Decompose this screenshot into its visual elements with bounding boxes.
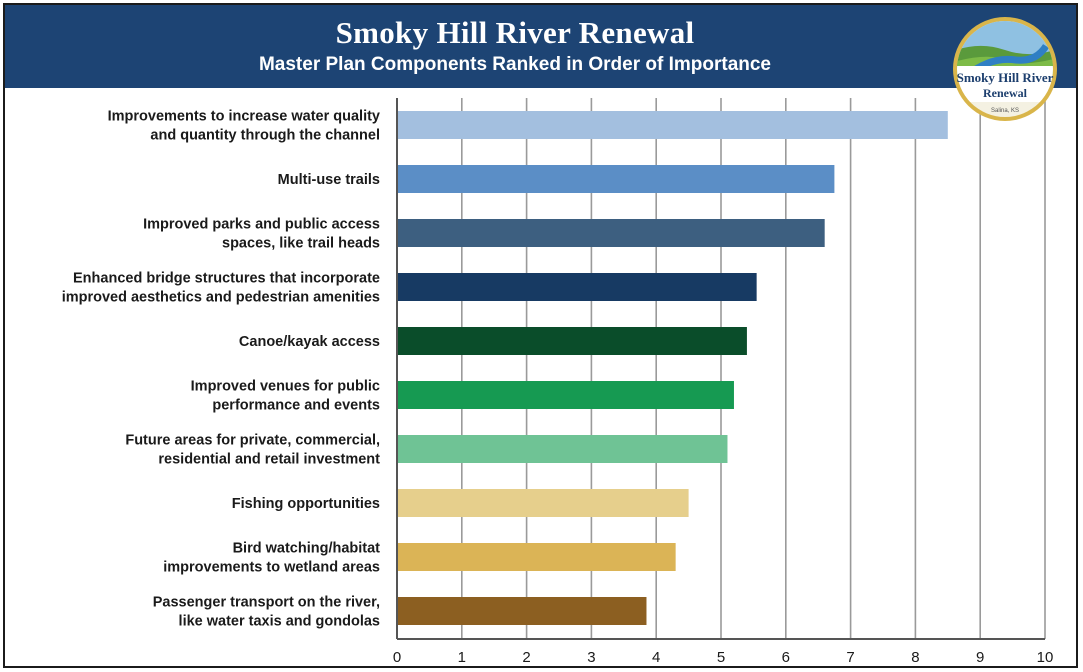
header-banner: Smoky Hill River Renewal Master Plan Com… [5,5,1076,88]
bar [397,165,835,193]
category-label: Improved venues for public [191,379,380,395]
bar [397,597,647,625]
x-tick-label: 3 [587,649,595,666]
logo-text-small: Salina, KS [991,108,1019,114]
x-tick-label: 5 [717,649,725,666]
category-label: Fishing opportunities [232,496,380,512]
bar [397,111,948,139]
category-label: Canoe/kayak access [239,334,380,350]
chart-title: Smoky Hill River Renewal [335,15,695,50]
x-tick-label: 0 [393,649,401,666]
category-label: Improved parks and public access [143,217,380,233]
category-label: performance and events [212,398,380,414]
logo-text-line1: Smoky Hill River [957,70,1054,85]
x-tick-label: 4 [652,649,660,666]
bar [397,543,676,571]
category-label: Passenger transport on the river, [153,595,380,611]
x-tick-label: 2 [522,649,530,666]
bar [397,273,757,301]
bar [397,327,747,355]
bar [397,381,734,409]
x-tick-label: 6 [782,649,790,666]
bar [397,219,825,247]
category-label: Multi-use trails [278,172,380,188]
category-label: and quantity through the channel [150,128,380,144]
category-label: Bird watching/habitat [233,541,381,557]
x-tick-label: 10 [1037,649,1054,666]
category-label: improvements to wetland areas [163,560,380,576]
x-tick-label: 7 [846,649,854,666]
bar [397,489,689,517]
x-tick-label: 9 [976,649,984,666]
logo-emblem-icon: Smoky Hill River Renewal Salina, KS [953,17,1057,121]
category-label: Future areas for private, commercial, [125,433,380,449]
category-label: spaces, like trail heads [222,236,380,252]
logo-text-line2: Renewal [983,86,1028,100]
category-label: Improvements to increase water quality [108,109,380,125]
chart-subtitle: Master Plan Components Ranked in Order o… [258,54,772,75]
category-label: improved aesthetics and pedestrian ameni… [62,290,380,306]
bar [397,435,728,463]
category-label: Enhanced bridge structures that incorpor… [73,271,380,287]
x-tick-label: 1 [458,649,466,666]
x-tick-label: 8 [911,649,919,666]
category-label: residential and retail investment [158,452,380,468]
category-label: like water taxis and gondolas [179,614,380,630]
